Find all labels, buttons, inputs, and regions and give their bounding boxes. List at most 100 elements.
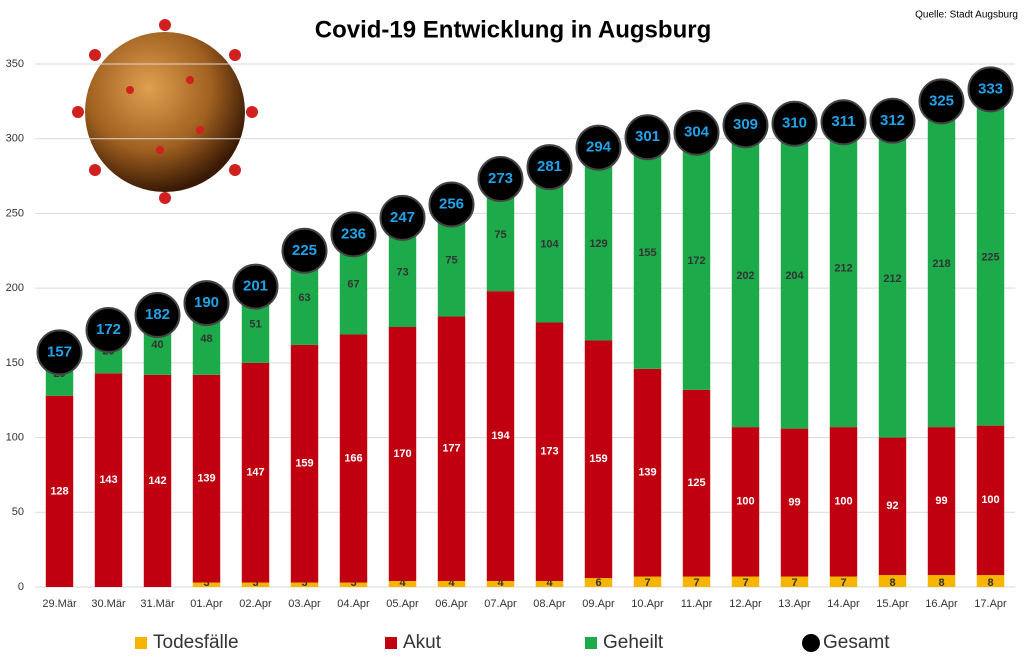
data-label: 182	[145, 306, 170, 323]
x-tick-label: 09.Apr	[582, 598, 615, 610]
x-tick-label: 02.Apr	[239, 598, 272, 610]
total-marker	[134, 292, 181, 339]
bar-segment	[192, 374, 221, 583]
data-label: 236	[341, 225, 366, 242]
bar-segment	[535, 322, 564, 582]
x-tick-label: 30.Mär	[91, 598, 126, 610]
data-label: 100	[981, 494, 999, 506]
data-label: 172	[96, 321, 121, 338]
y-tick-label: 300	[6, 133, 24, 145]
data-label: 177	[442, 443, 460, 455]
data-label: 157	[47, 343, 72, 360]
legend-label: Akut	[403, 632, 442, 653]
x-tick-label: 01.Apr	[190, 598, 223, 610]
total-marker	[771, 100, 818, 147]
chart-title: Covid-19 Entwicklung in Augsburg	[315, 16, 711, 43]
data-label: 99	[788, 496, 800, 508]
bar-segment	[633, 576, 662, 587]
bar-segment	[290, 582, 319, 587]
data-label: 247	[390, 209, 415, 226]
bar-segment	[486, 291, 515, 582]
data-label: 99	[935, 495, 947, 507]
data-label: 4	[448, 577, 455, 589]
data-label: 256	[439, 195, 464, 212]
data-label: 202	[736, 270, 754, 282]
data-label: 142	[148, 475, 166, 487]
total-marker	[918, 78, 965, 125]
data-label: 92	[886, 500, 898, 512]
data-label: 4	[546, 577, 553, 589]
x-tick-label: 06.Apr	[435, 598, 468, 610]
data-label: 3	[301, 577, 307, 589]
x-tick-label: 13.Apr	[778, 598, 811, 610]
data-label: 170	[393, 448, 411, 460]
data-label: 225	[981, 251, 999, 263]
bar-segment	[829, 427, 858, 577]
data-label: 172	[687, 255, 705, 267]
bar-segment	[143, 374, 172, 587]
bar-segment	[927, 101, 956, 428]
x-tick-label: 04.Apr	[337, 598, 370, 610]
total-marker	[379, 194, 426, 241]
data-label: 218	[932, 258, 950, 270]
bar-segment	[192, 582, 221, 587]
data-label: 104	[540, 239, 559, 251]
total-marker	[967, 66, 1014, 113]
total-marker	[624, 114, 671, 161]
bar-segment	[45, 395, 74, 587]
data-label: 3	[203, 577, 209, 589]
bar-segment	[682, 576, 711, 587]
data-label: 125	[687, 477, 705, 489]
bar-segment	[633, 368, 662, 577]
data-label: 212	[883, 273, 901, 285]
total-marker	[820, 99, 867, 146]
x-tick-label: 10.Apr	[631, 598, 664, 610]
bar-segment	[388, 326, 417, 582]
virus-image	[72, 19, 258, 204]
bar-segment	[878, 437, 907, 576]
bar-segment	[829, 110, 858, 428]
legend-label: Geheilt	[603, 632, 664, 653]
bar-segment	[927, 575, 956, 587]
total-marker	[183, 280, 230, 327]
data-label: 294	[586, 139, 612, 156]
data-label: 6	[595, 577, 601, 589]
data-label: 159	[295, 458, 313, 470]
data-label: 201	[243, 278, 268, 295]
bar-segment	[780, 123, 809, 429]
data-label: 325	[929, 92, 954, 109]
bar-segment	[976, 425, 1005, 576]
total-marker	[281, 227, 328, 274]
bar-segment	[535, 581, 564, 587]
total-marker	[330, 211, 377, 258]
bar-segment	[878, 575, 907, 587]
data-label: 333	[978, 80, 1003, 97]
bar-segment	[94, 373, 123, 587]
data-label: 301	[635, 128, 660, 145]
legend-swatch	[585, 637, 597, 649]
bar-segment	[731, 576, 760, 587]
data-label: 73	[396, 266, 408, 278]
x-tick-label: 07.Apr	[484, 598, 517, 610]
bar-segment	[927, 427, 956, 576]
data-label: 75	[494, 229, 506, 241]
data-label: 159	[589, 453, 607, 465]
bar-segment	[584, 340, 613, 579]
data-label: 100	[834, 496, 852, 508]
total-marker	[428, 181, 475, 228]
bar-segment	[682, 389, 711, 577]
data-label: 48	[200, 333, 212, 345]
data-label: 40	[151, 339, 163, 351]
x-tick-label: 29.Mär	[42, 598, 77, 610]
x-tick-label: 12.Apr	[729, 598, 762, 610]
bar-segment	[584, 578, 613, 587]
data-label: 7	[644, 577, 650, 589]
data-label: 155	[638, 247, 656, 259]
bar-segment	[241, 582, 270, 587]
data-label: 311	[831, 113, 855, 130]
bar-segment	[339, 334, 368, 583]
data-label: 63	[298, 292, 310, 304]
data-label: 139	[638, 467, 656, 479]
data-label: 8	[889, 577, 895, 589]
